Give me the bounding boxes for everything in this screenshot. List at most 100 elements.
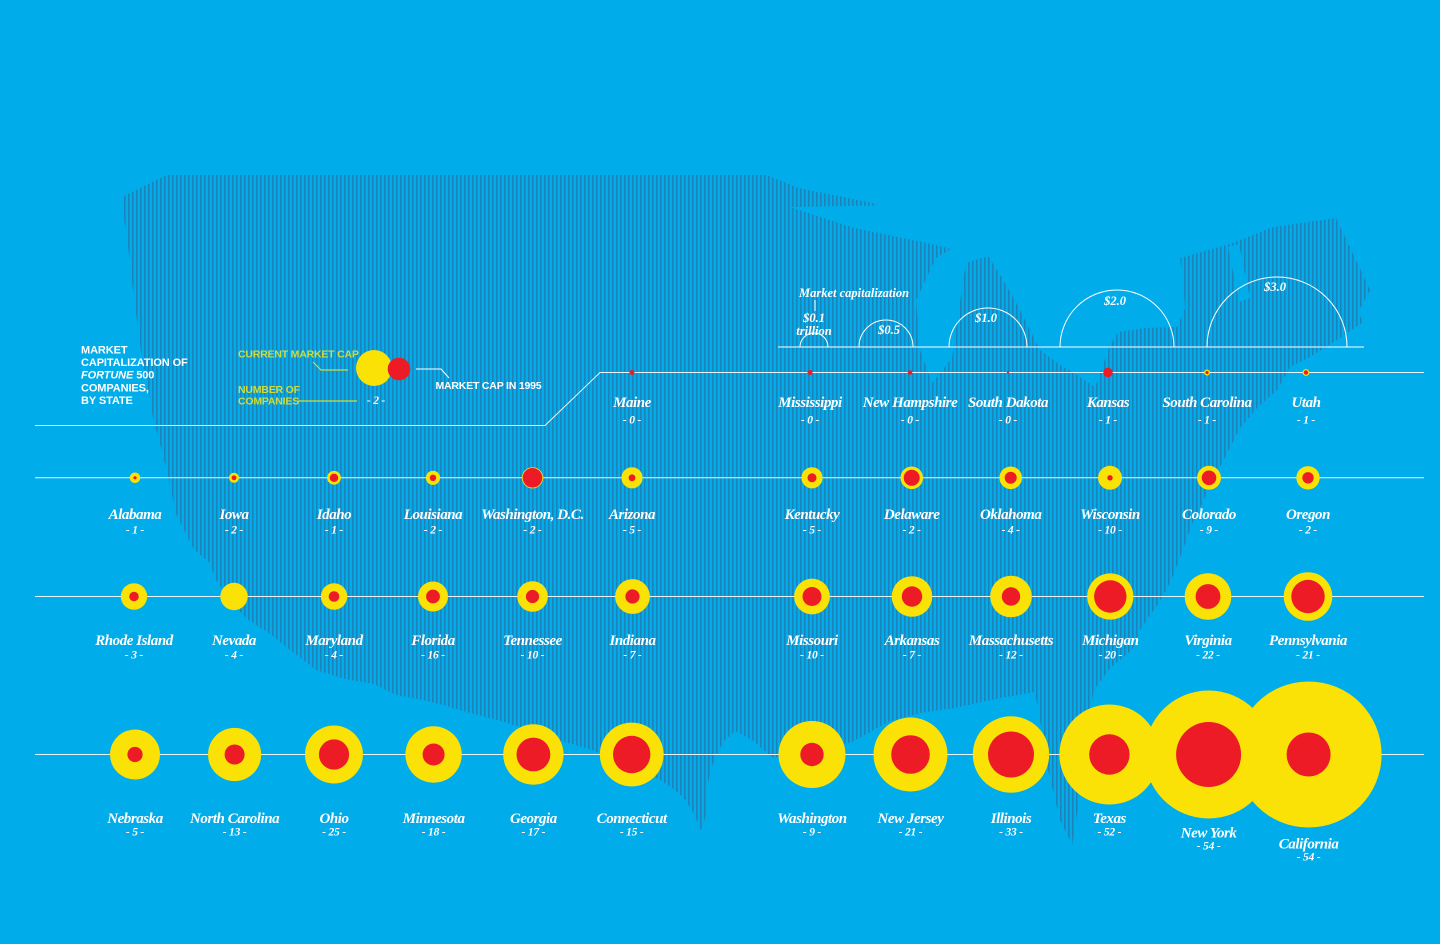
svg-text:- 17 -: - 17 -	[522, 827, 546, 839]
svg-text:NUMBER OF: NUMBER OF	[238, 384, 301, 396]
svg-text:South Dakota: South Dakota	[968, 395, 1049, 411]
svg-text:- 2 -: - 2 -	[1299, 525, 1318, 537]
svg-text:Iowa: Iowa	[218, 507, 249, 523]
svg-text:- 10 -: - 10 -	[521, 650, 545, 662]
svg-text:Arizona: Arizona	[608, 507, 656, 523]
svg-text:Nevada: Nevada	[211, 633, 257, 649]
svg-text:$0.1: $0.1	[802, 311, 825, 325]
svg-text:Market capitalization: Market capitalization	[798, 286, 909, 300]
svg-text:- 1 -: - 1 -	[325, 525, 344, 537]
svg-text:$2.0: $2.0	[1103, 294, 1127, 308]
svg-text:- 15 -: - 15 -	[620, 827, 644, 839]
svg-text:Texas: Texas	[1093, 811, 1127, 827]
svg-text:- 2 -: - 2 -	[225, 525, 244, 537]
svg-text:Georgia: Georgia	[510, 811, 558, 827]
svg-text:Tennessee: Tennessee	[503, 633, 563, 649]
svg-text:Maryland: Maryland	[304, 633, 363, 649]
svg-text:- 25 -: - 25 -	[322, 827, 346, 839]
svg-text:- 9 -: - 9 -	[1200, 525, 1219, 537]
svg-text:Minnesota: Minnesota	[402, 811, 466, 827]
svg-text:- 33 -: - 33 -	[999, 827, 1023, 839]
svg-text:- 21 -: - 21 -	[1296, 650, 1320, 662]
svg-text:Colorado: Colorado	[1182, 507, 1236, 523]
svg-text:- 52 -: - 52 -	[1098, 827, 1122, 839]
svg-text:Nebraska: Nebraska	[106, 811, 164, 827]
svg-text:FORTUNE 500: FORTUNE 500	[81, 370, 154, 382]
svg-text:$0.5: $0.5	[877, 323, 900, 337]
svg-text:- 0 -: - 0 -	[801, 415, 820, 427]
svg-text:- 1 -: - 1 -	[1297, 415, 1316, 427]
svg-text:Alabama: Alabama	[108, 507, 163, 523]
svg-text:- 21 -: - 21 -	[899, 827, 923, 839]
svg-text:New Jersey: New Jersey	[877, 811, 945, 827]
svg-text:Indiana: Indiana	[608, 633, 656, 649]
svg-text:- 0 -: - 0 -	[901, 415, 920, 427]
svg-text:COMPANIES: COMPANIES	[238, 395, 299, 407]
svg-text:- 5 -: - 5 -	[126, 827, 145, 839]
svg-text:Oregon: Oregon	[1286, 507, 1330, 523]
svg-text:Pennsylvania: Pennsylvania	[1269, 633, 1348, 649]
svg-text:Virginia: Virginia	[1184, 633, 1232, 649]
svg-text:Mississippi: Mississippi	[777, 395, 843, 411]
svg-text:- 0 -: - 0 -	[999, 415, 1018, 427]
svg-text:CURRENT MARKET CAP: CURRENT MARKET CAP	[238, 349, 359, 361]
svg-text:New Hampshire: New Hampshire	[862, 395, 958, 411]
svg-text:$3.0: $3.0	[1263, 280, 1287, 294]
svg-text:Arkansas: Arkansas	[884, 633, 940, 649]
svg-text:- 4 -: - 4 -	[225, 650, 244, 662]
svg-text:- 9 -: - 9 -	[803, 827, 822, 839]
svg-text:- 2 -: - 2 -	[367, 395, 386, 407]
svg-text:Utah: Utah	[1291, 395, 1320, 411]
svg-text:Ohio: Ohio	[319, 811, 348, 827]
svg-text:- 1 -: - 1 -	[1198, 415, 1217, 427]
svg-text:- 7 -: - 7 -	[623, 650, 642, 662]
svg-text:- 13 -: - 13 -	[223, 827, 247, 839]
svg-text:- 54 -: - 54 -	[1297, 852, 1321, 864]
svg-text:- 4 -: - 4 -	[325, 650, 344, 662]
svg-text:Missouri: Missouri	[785, 633, 839, 649]
svg-text:- 4 -: - 4 -	[1002, 525, 1021, 537]
svg-text:Florida: Florida	[410, 633, 455, 649]
svg-text:Delaware: Delaware	[883, 507, 940, 523]
svg-text:New York: New York	[1180, 826, 1238, 842]
svg-text:Kansas: Kansas	[1086, 395, 1130, 411]
svg-text:- 0 -: - 0 -	[623, 415, 642, 427]
svg-text:South Carolina: South Carolina	[1162, 395, 1252, 411]
svg-text:Illinois: Illinois	[990, 811, 1032, 827]
svg-text:Connecticut: Connecticut	[597, 811, 668, 827]
svg-text:- 2 -: - 2 -	[424, 525, 443, 537]
svg-text:- 12 -: - 12 -	[999, 650, 1023, 662]
svg-text:MARKET CAP IN 1995: MARKET CAP IN 1995	[436, 380, 542, 392]
svg-text:Louisiana: Louisiana	[403, 507, 463, 523]
svg-text:Massachusetts: Massachusetts	[968, 633, 1054, 649]
svg-text:Maine: Maine	[612, 395, 652, 411]
svg-text:North Carolina: North Carolina	[189, 811, 280, 827]
svg-text:Michigan: Michigan	[1081, 633, 1139, 649]
svg-text:California: California	[1279, 837, 1340, 853]
svg-text:Washington: Washington	[777, 811, 847, 827]
svg-text:MARKET: MARKET	[81, 345, 128, 357]
svg-text:- 20 -: - 20 -	[1098, 650, 1122, 662]
svg-text:- 22 -: - 22 -	[1196, 650, 1220, 662]
svg-text:$1.0: $1.0	[974, 311, 998, 325]
svg-text:- 5 -: - 5 -	[623, 525, 642, 537]
svg-text:- 18 -: - 18 -	[422, 827, 446, 839]
svg-text:- 1 -: - 1 -	[126, 525, 145, 537]
svg-text:Wisconsin: Wisconsin	[1080, 507, 1140, 523]
svg-text:- 3 -: - 3 -	[125, 650, 144, 662]
svg-text:- 2 -: - 2 -	[903, 525, 922, 537]
svg-text:Kentucky: Kentucky	[784, 507, 841, 523]
svg-text:BY STATE: BY STATE	[81, 395, 133, 407]
svg-text:trillion: trillion	[796, 324, 831, 338]
svg-text:- 10 -: - 10 -	[800, 650, 824, 662]
svg-text:- 54 -: - 54 -	[1197, 841, 1221, 853]
svg-text:- 7 -: - 7 -	[903, 650, 922, 662]
svg-text:Rhode Island: Rhode Island	[94, 633, 173, 649]
svg-text:- 10 -: - 10 -	[1098, 525, 1122, 537]
svg-text:- 2 -: - 2 -	[523, 525, 542, 537]
svg-text:Oklahoma: Oklahoma	[980, 507, 1042, 523]
svg-text:COMPANIES,: COMPANIES,	[81, 382, 149, 394]
svg-text:CAPITALIZATION OF: CAPITALIZATION OF	[81, 357, 188, 369]
svg-text:Idaho: Idaho	[316, 507, 351, 523]
svg-text:- 16 -: - 16 -	[421, 650, 445, 662]
